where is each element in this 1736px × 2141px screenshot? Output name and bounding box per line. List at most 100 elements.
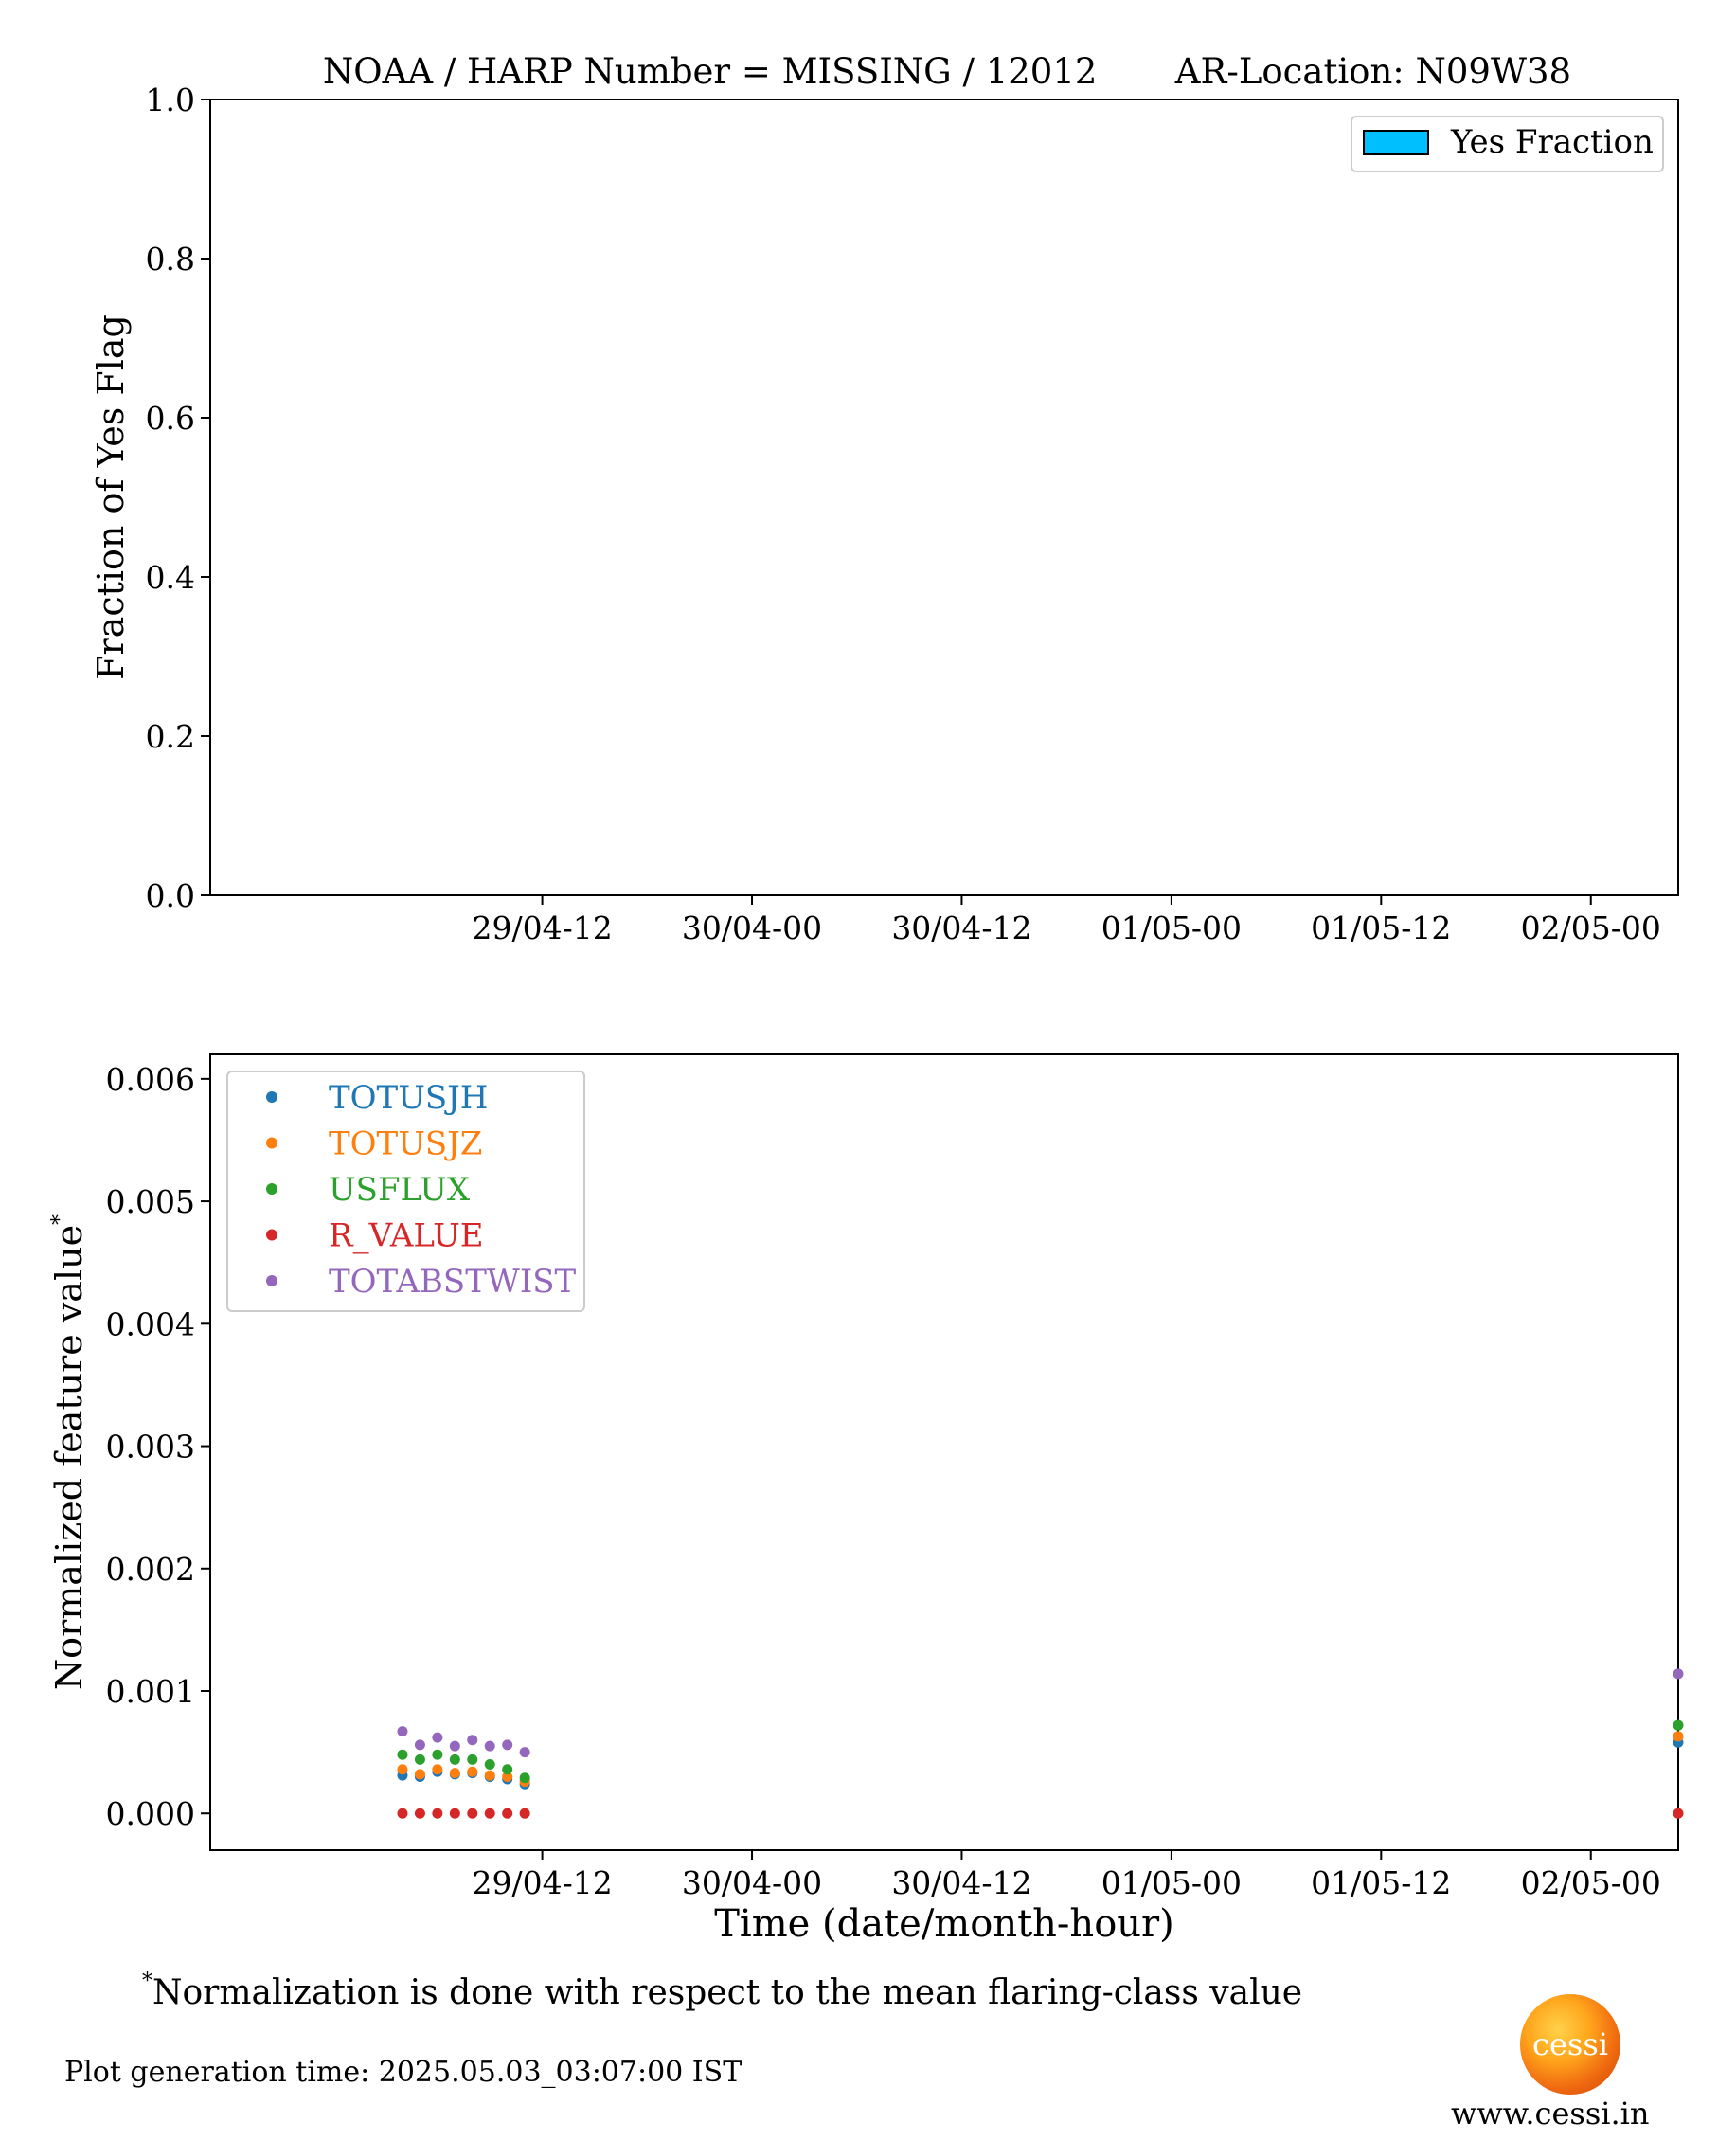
legend-marker-totusjh xyxy=(266,1091,277,1103)
data-point-totusjz xyxy=(414,1769,425,1780)
x-tick-label: 01/05-00 xyxy=(1101,1864,1242,1901)
bottom-y-axis-label-group: Normalized feature value* xyxy=(48,1214,90,1690)
y-tick-label: 0.000 xyxy=(106,1795,195,1832)
top-plot-area xyxy=(209,99,1679,896)
data-point-totabstwist xyxy=(502,1739,513,1751)
note-text: Normalization is done with respect to th… xyxy=(152,1973,1303,2012)
data-point-usflux xyxy=(449,1754,460,1765)
legend-marker-totabstwist xyxy=(266,1275,277,1286)
x-tick-label: 29/04-12 xyxy=(472,1864,612,1901)
y-tick-label: 0.2 xyxy=(146,718,195,755)
y-tick-label: 0.001 xyxy=(106,1673,195,1710)
bottom-legend: TOTUSJH TOTUSJZ USFLUX R_VALUE TOTABSTWIST xyxy=(226,1070,585,1312)
x-tick-label: 01/05-00 xyxy=(1101,909,1242,946)
top-x-axis: 29/04-12 30/04-00 30/04-12 01/05-00 01/05-12… xyxy=(472,895,1661,946)
bottom-y-axis-label: Normalized feature value* xyxy=(48,1214,90,1690)
data-point-r_value xyxy=(467,1808,478,1819)
x-tick-label: 29/04-12 xyxy=(472,909,612,946)
y-tick-label: 0.4 xyxy=(146,559,195,596)
data-point-totabstwist xyxy=(414,1739,425,1751)
cessi-logo: cessi xyxy=(1520,1994,1620,2095)
y-tick-label: 0.003 xyxy=(106,1429,195,1466)
y-tick-label: 0.8 xyxy=(146,241,195,278)
bottom-chart: 0.000 0.001 0.002 0.003 0.004 0.005 0.006 29/0… xyxy=(48,1053,1684,1946)
top-legend-frame xyxy=(1351,116,1664,172)
data-point-r_value xyxy=(484,1808,495,1819)
x-tick-label: 30/04-00 xyxy=(682,909,822,946)
bottom-y-axis-label-text: Normalized feature value xyxy=(48,1225,90,1690)
top-chart: NOAA / HARP Number = MISSING / 12012 AR-… xyxy=(90,51,1679,946)
data-point-r_value xyxy=(397,1808,408,1819)
legend-label-r_value: R_VALUE xyxy=(329,1217,484,1255)
x-tick-label: 30/04-12 xyxy=(891,1864,1031,1901)
data-point-totabstwist xyxy=(467,1735,478,1746)
data-point-totabstwist xyxy=(484,1740,495,1752)
x-tick-label: 30/04-00 xyxy=(682,1864,822,1901)
y-tick-label: 0.004 xyxy=(106,1305,195,1342)
yes-fraction-swatch xyxy=(1363,130,1429,155)
data-point-totusjz xyxy=(449,1768,460,1779)
y-tick-label: 0.6 xyxy=(146,400,195,437)
x-tick-label: 02/05-00 xyxy=(1521,1864,1661,1901)
data-point-usflux xyxy=(1673,1719,1684,1731)
legend-label-usflux: USFLUX xyxy=(329,1171,471,1209)
data-point-usflux xyxy=(467,1754,478,1765)
legend-label-totusjz: TOTUSJZ xyxy=(329,1125,482,1163)
data-point-usflux xyxy=(519,1772,530,1784)
data-point-usflux xyxy=(414,1754,425,1765)
data-point-r_value xyxy=(432,1808,443,1819)
data-point-totusjz xyxy=(432,1764,443,1775)
top-y-axis-label: Fraction of Yes Flag xyxy=(90,315,132,680)
data-point-totusjz xyxy=(484,1770,495,1781)
legend-marker-totusjz xyxy=(266,1137,277,1149)
bottom-plot-area xyxy=(209,1053,1679,1851)
bottom-y-axis: 0.000 0.001 0.002 0.003 0.004 0.005 0.006 xyxy=(106,1061,210,1832)
data-point-totusjz xyxy=(467,1766,478,1777)
bottom-y-axis-label-marker: * xyxy=(48,1214,72,1225)
logo-text: cessi xyxy=(1532,2026,1608,2062)
bottom-x-axis-label: Time (date/month-hour) xyxy=(714,1902,1174,1946)
data-point-usflux xyxy=(397,1749,408,1760)
y-tick-label: 0.0 xyxy=(146,877,195,914)
data-point-r_value xyxy=(519,1808,530,1819)
scatter-points xyxy=(397,1668,1684,1819)
legend-marker-usflux xyxy=(266,1183,277,1195)
data-point-usflux xyxy=(502,1764,513,1775)
data-point-totabstwist xyxy=(449,1740,460,1752)
bottom-legend-frame xyxy=(226,1070,585,1312)
top-y-axis: 0.0 0.2 0.4 0.6 0.8 1.0 xyxy=(146,81,210,914)
chart-title: NOAA / HARP Number = MISSING / 12012 AR-… xyxy=(323,51,1571,92)
x-tick-label: 01/05-12 xyxy=(1311,909,1451,946)
data-point-r_value xyxy=(449,1808,460,1819)
data-point-totusjz xyxy=(502,1771,513,1782)
top-legend: Yes Fraction xyxy=(1351,116,1664,172)
x-tick-label: 02/05-00 xyxy=(1521,909,1661,946)
site-url: www.cessi.in xyxy=(1451,2096,1650,2132)
y-tick-label: 0.002 xyxy=(106,1551,195,1588)
data-point-totabstwist xyxy=(432,1732,443,1743)
y-tick-label: 0.006 xyxy=(106,1061,195,1098)
top-legend-label: Yes Fraction xyxy=(1450,123,1654,161)
y-tick-label: 0.005 xyxy=(106,1183,195,1220)
data-point-usflux xyxy=(484,1759,495,1771)
bottom-x-axis: 29/04-12 30/04-00 30/04-12 01/05-00 01/05-12… xyxy=(472,1850,1661,1901)
data-point-totabstwist xyxy=(397,1726,408,1737)
note-marker: * xyxy=(142,1970,152,1993)
data-point-r_value xyxy=(1673,1808,1684,1819)
data-point-totabstwist xyxy=(519,1747,530,1758)
data-point-usflux xyxy=(432,1749,443,1760)
data-point-r_value xyxy=(502,1808,513,1819)
generation-time: Plot generation time: 2025.05.03_03:07:0… xyxy=(64,2056,743,2089)
y-tick-label: 1.0 xyxy=(146,81,195,118)
legend-label-totusjh: TOTUSJH xyxy=(329,1079,488,1117)
data-point-totusjz xyxy=(397,1764,408,1775)
x-tick-label: 01/05-12 xyxy=(1311,1864,1451,1901)
x-tick-label: 30/04-12 xyxy=(891,909,1031,946)
normalization-note: *Normalization is done with respect to t… xyxy=(142,1970,1303,2012)
legend-marker-r_value xyxy=(266,1229,277,1241)
data-point-totusjz xyxy=(1673,1731,1684,1742)
data-point-totabstwist xyxy=(1673,1668,1684,1680)
legend-label-totabstwist: TOTABSTWIST xyxy=(329,1263,577,1301)
data-point-r_value xyxy=(414,1808,425,1819)
